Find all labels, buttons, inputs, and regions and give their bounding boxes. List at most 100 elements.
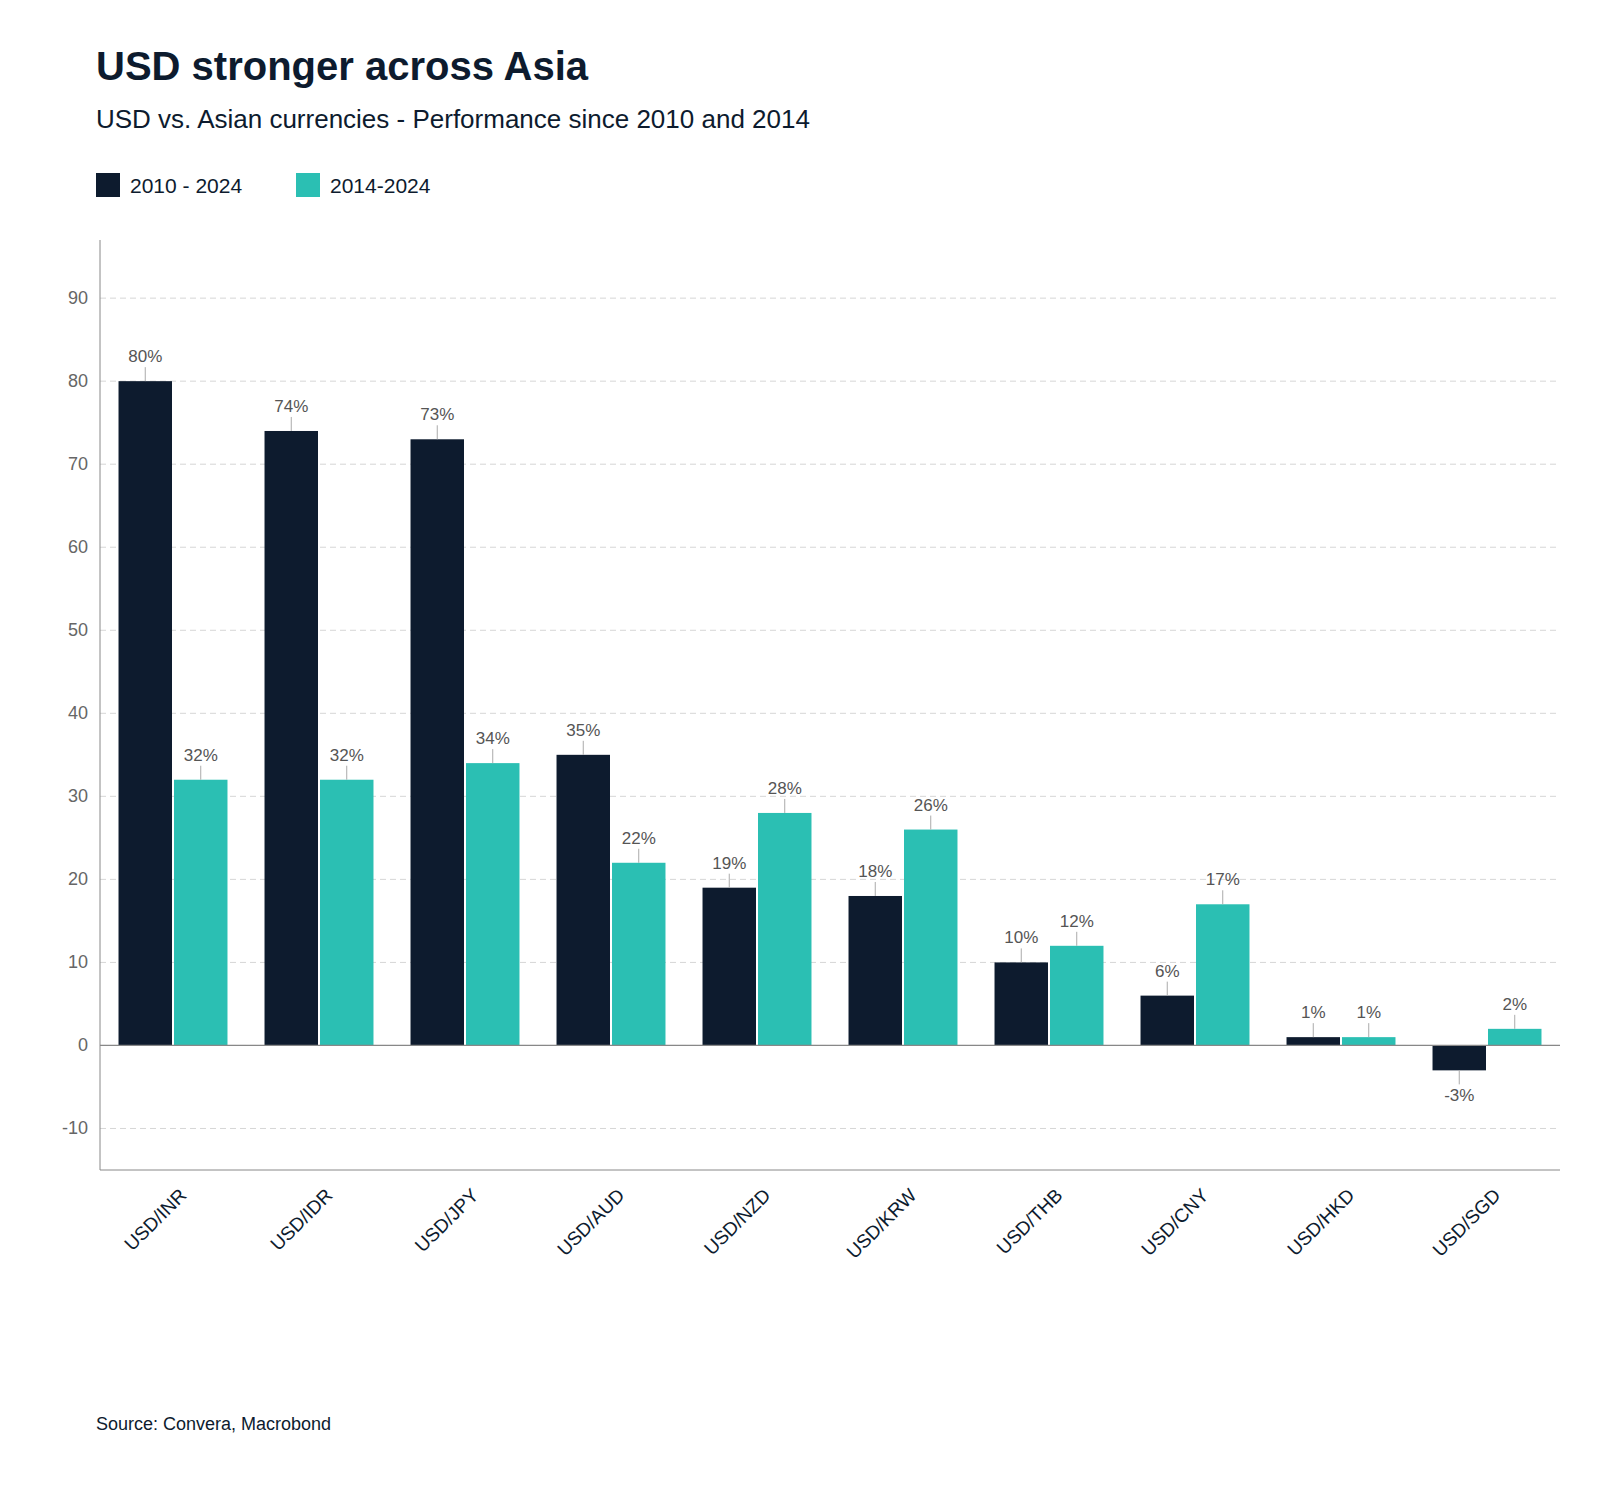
leader-line — [1459, 1070, 1460, 1084]
grid-line — [100, 1128, 1560, 1129]
subtitle: USD vs. Asian currencies - Performance s… — [96, 104, 810, 134]
grid-line — [100, 464, 1560, 465]
data-label: 18% — [858, 862, 892, 881]
grid-line — [100, 962, 1560, 963]
data-label: 80% — [128, 347, 162, 366]
leader-line — [930, 816, 931, 830]
leader-line — [875, 882, 876, 896]
leader-line — [1222, 890, 1223, 904]
bars — [119, 381, 1542, 1070]
bar — [174, 780, 227, 1046]
y-tick-label: 80 — [68, 371, 88, 391]
legend-swatch — [296, 173, 320, 197]
bar — [265, 431, 318, 1045]
legend-label: 2014-2024 — [330, 174, 431, 197]
data-label: 10% — [1004, 928, 1038, 947]
leader-line — [638, 849, 639, 863]
chart: USD stronger across AsiaUSD vs. Asian cu… — [0, 0, 1600, 1486]
y-tick-label: 0 — [78, 1035, 88, 1055]
leader-line — [145, 367, 146, 381]
y-tick-label: 30 — [68, 786, 88, 806]
x-axis-line — [100, 1170, 1560, 1171]
leader-line — [784, 799, 785, 813]
x-tick-label: USD/IDR — [266, 1185, 336, 1255]
x-tick-label: USD/CNY — [1137, 1184, 1213, 1260]
data-label: 6% — [1155, 962, 1180, 981]
bar — [320, 780, 373, 1046]
leader-line — [291, 417, 292, 431]
data-label: 32% — [184, 746, 218, 765]
leader-line — [437, 425, 438, 439]
y-tick-label: 50 — [68, 620, 88, 640]
x-tick-label: USD/HKD — [1283, 1185, 1358, 1260]
x-tick-label: USD/INR — [120, 1185, 190, 1255]
zero-line — [100, 1045, 1560, 1046]
bar — [904, 830, 957, 1046]
bar — [1342, 1037, 1395, 1045]
y-tick-label: 60 — [68, 537, 88, 557]
grid-line — [100, 713, 1560, 714]
leader-line — [1021, 948, 1022, 962]
data-label: 2% — [1502, 995, 1527, 1014]
leader-line — [1514, 1015, 1515, 1029]
x-tick-label: USD/AUD — [553, 1185, 628, 1260]
y-tick-label: 10 — [68, 952, 88, 972]
grid-line — [100, 298, 1560, 299]
legend-label: 2010 - 2024 — [130, 174, 242, 197]
data-label: 73% — [420, 405, 454, 424]
x-tick-label: USD/KRW — [842, 1185, 920, 1263]
source: Source: Convera, Macrobond — [96, 1414, 331, 1434]
x-tick-label: USD/SGD — [1428, 1185, 1504, 1261]
leader-line — [492, 749, 493, 763]
bar — [1050, 946, 1103, 1046]
leader-line — [1076, 932, 1077, 946]
bar — [758, 813, 811, 1046]
y-axis-line — [100, 240, 101, 1170]
bar — [557, 755, 610, 1046]
data-labels: 80%74%73%35%19%18%10%6%1%-3%32%32%34%22%… — [128, 347, 1527, 1105]
data-label: 35% — [566, 721, 600, 740]
y-ticks: -100102030405060708090 — [62, 288, 88, 1138]
legend-swatch — [96, 173, 120, 197]
data-label: 34% — [476, 729, 510, 748]
x-ticks: USD/INRUSD/IDRUSD/JPYUSD/AUDUSD/NZDUSD/K… — [120, 1184, 1504, 1262]
grid-line — [100, 381, 1560, 382]
bar — [411, 439, 464, 1045]
data-label: 28% — [768, 779, 802, 798]
bar — [1141, 996, 1194, 1046]
data-label: -3% — [1444, 1086, 1474, 1105]
leader-line — [200, 766, 201, 780]
leader-line — [1313, 1023, 1314, 1037]
bar — [119, 381, 172, 1045]
data-label: 17% — [1206, 870, 1240, 889]
y-tick-label: 40 — [68, 703, 88, 723]
bar — [1488, 1029, 1541, 1046]
leader-line — [346, 766, 347, 780]
data-label: 1% — [1356, 1003, 1381, 1022]
bar — [849, 896, 902, 1045]
y-tick-label: 90 — [68, 288, 88, 308]
x-tick-label: USD/THB — [993, 1185, 1067, 1259]
grid-line — [100, 879, 1560, 880]
leader-line — [729, 874, 730, 888]
background — [0, 0, 1600, 1486]
data-label: 1% — [1301, 1003, 1326, 1022]
leader-line — [1368, 1023, 1369, 1037]
data-label: 19% — [712, 854, 746, 873]
grid-line — [100, 796, 1560, 797]
data-label: 22% — [622, 829, 656, 848]
grid-line — [100, 1045, 1560, 1046]
bar — [612, 863, 665, 1046]
bar — [466, 763, 519, 1045]
legend: 2010 - 2024 2014-2024 — [96, 173, 431, 197]
bar — [703, 888, 756, 1046]
x-tick-label: USD/NZD — [700, 1185, 775, 1260]
data-label: 26% — [914, 796, 948, 815]
leader-line — [583, 741, 584, 755]
bar — [1433, 1045, 1486, 1070]
y-tick-label: 70 — [68, 454, 88, 474]
bar — [995, 962, 1048, 1045]
bar — [1287, 1037, 1340, 1045]
leader-line — [1167, 982, 1168, 996]
grid-line — [100, 630, 1560, 631]
